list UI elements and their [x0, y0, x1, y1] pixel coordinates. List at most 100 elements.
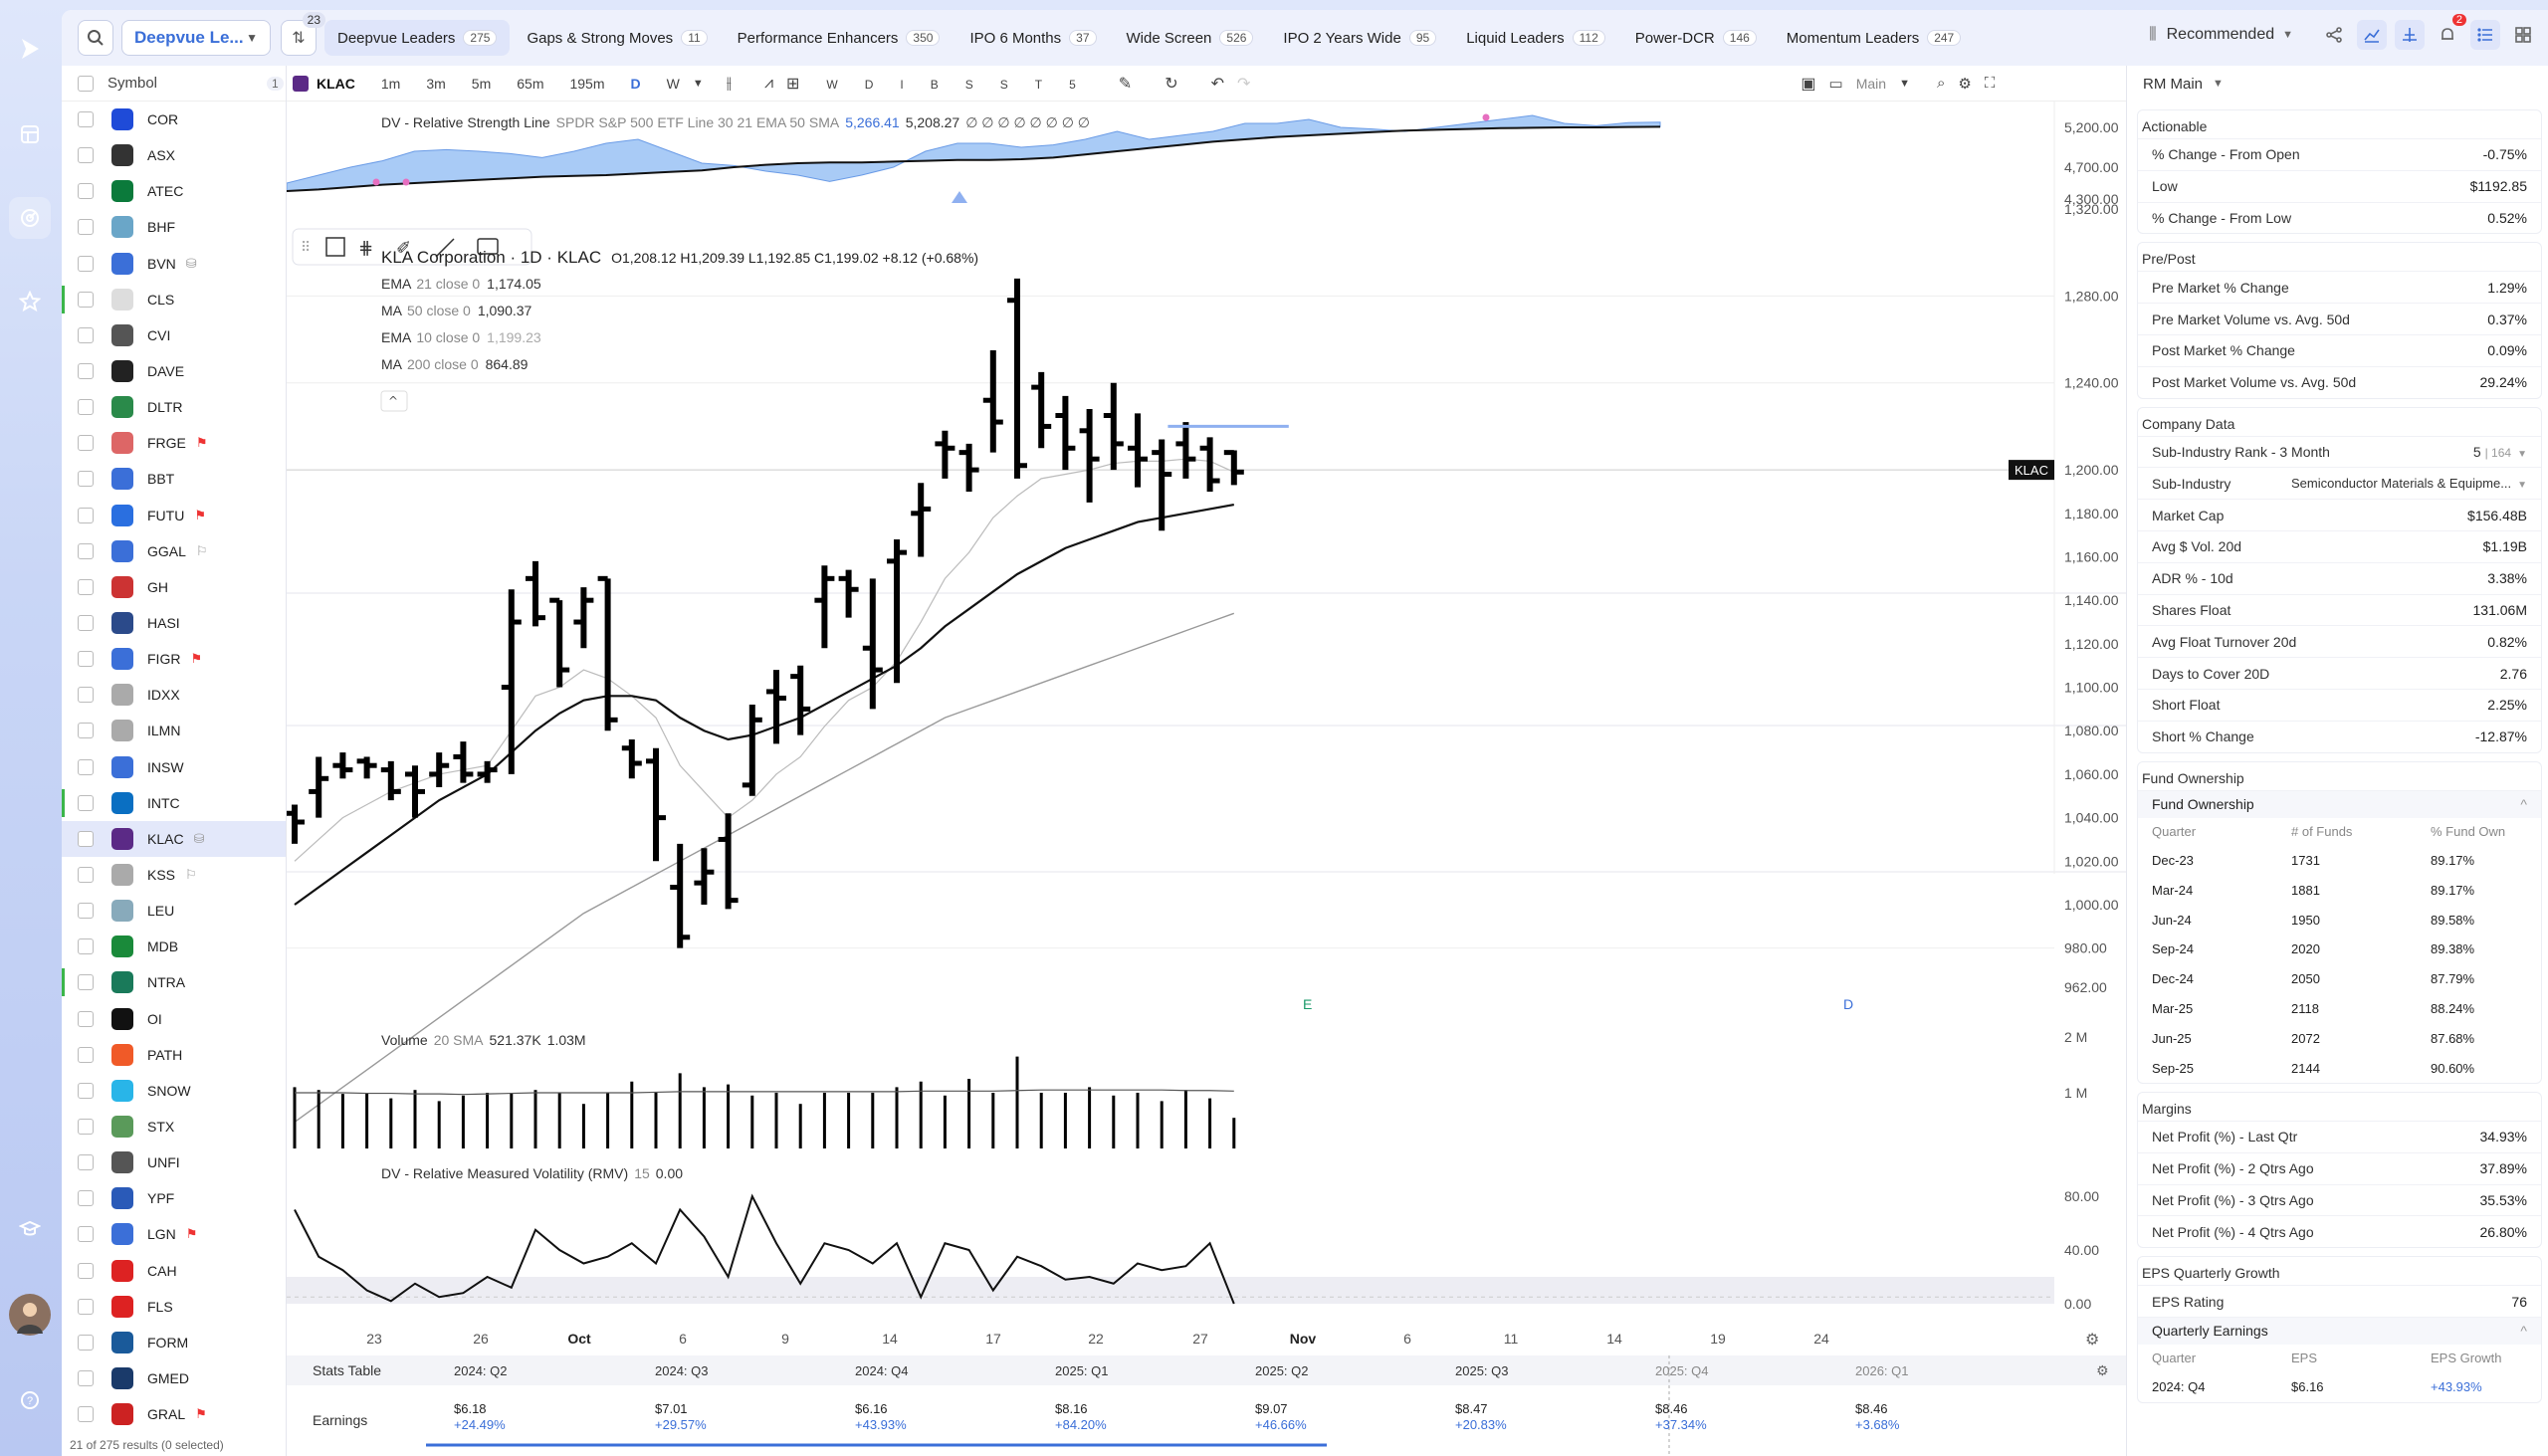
ohlc-bar[interactable] — [573, 587, 594, 649]
row-checkbox[interactable] — [78, 1226, 94, 1243]
symbol-row-form[interactable]: FORM — [62, 1325, 286, 1360]
row-checkbox[interactable] — [78, 687, 94, 704]
ohlc-bar[interactable] — [718, 813, 739, 910]
row-checkbox[interactable] — [78, 1010, 94, 1027]
symbol-row-ypf[interactable]: YPF — [62, 1180, 286, 1216]
refresh-icon[interactable]: ↻ — [1165, 75, 1178, 93]
row-checkbox[interactable] — [78, 578, 94, 595]
ohlc-bar[interactable] — [862, 578, 883, 710]
tab-ipo-2-years-wide[interactable]: IPO 2 Years Wide 95 — [1270, 20, 1449, 56]
row-checkbox[interactable] — [78, 974, 94, 991]
symbol-row-path[interactable]: PATH — [62, 1037, 286, 1073]
symbol-row-figr[interactable]: FIGR ⚑ — [62, 641, 286, 677]
ohlc-bar[interactable] — [453, 741, 474, 783]
ohlc-bar[interactable] — [911, 483, 932, 557]
flag-icon[interactable]: ⚑ — [195, 1406, 207, 1422]
symbol-row-bhf[interactable]: BHF — [62, 209, 286, 245]
row-checkbox[interactable] — [78, 1406, 94, 1423]
symbol-row-futu[interactable]: FUTU ⚑ — [62, 498, 286, 533]
redo-icon[interactable]: ↷ — [1237, 75, 1251, 93]
row-checkbox[interactable] — [78, 830, 94, 847]
row-checkbox[interactable] — [78, 326, 94, 343]
ohlc-bar[interactable] — [694, 848, 715, 905]
collapse-legend-button[interactable] — [380, 390, 408, 412]
interval-195m[interactable]: 195m — [569, 75, 605, 92]
help-icon[interactable]: ? — [9, 1379, 51, 1421]
symbol-row-kss[interactable]: KSS ⚐ — [62, 857, 286, 893]
settings-icon[interactable]: ⚙ — [1958, 75, 1972, 93]
row-checkbox[interactable] — [78, 1119, 94, 1135]
brush-tool-icon[interactable]: ✐ — [396, 238, 411, 259]
trendline-tool-icon[interactable] — [435, 238, 455, 258]
ohlc-bar[interactable] — [309, 756, 329, 818]
ohlc-bar[interactable] — [380, 760, 401, 801]
symbol-row-intc[interactable]: INTC — [62, 785, 286, 821]
row-checkbox[interactable] — [78, 758, 94, 775]
symbol-row-asx[interactable]: ASX — [62, 137, 286, 173]
select-all-checkbox[interactable] — [78, 75, 94, 92]
tab-liquid-leaders[interactable]: Liquid Leaders 112 — [1453, 20, 1618, 56]
symbol-row-klac[interactable]: KLAC ⛁ — [62, 820, 286, 857]
period-5[interactable]: S — [999, 77, 1008, 92]
grid-view-icon[interactable] — [2508, 20, 2538, 50]
symbol-row-lgn[interactable]: LGN ⚑ — [62, 1216, 286, 1252]
split-view-icon[interactable] — [2395, 20, 2425, 50]
bell-icon[interactable]: 2 — [2433, 14, 2466, 50]
list-view-icon[interactable] — [2470, 20, 2500, 50]
flag-icon[interactable]: ⚑ — [195, 435, 208, 451]
symbol-row-gh[interactable]: GH — [62, 569, 286, 605]
quarterly-earnings-toggle[interactable]: Quarterly Earnings ^ — [2138, 1316, 2541, 1345]
symbol-row-frge[interactable]: FRGE ⚑ — [62, 425, 286, 461]
symbol-row-dave[interactable]: DAVE — [62, 353, 286, 389]
symbol-row-mdb[interactable]: MDB — [62, 929, 286, 964]
symbol-row-ntra[interactable]: NTRA — [62, 964, 286, 1000]
symbol-row-cor[interactable]: COR — [62, 102, 286, 137]
ohlc-bar[interactable] — [790, 665, 811, 735]
interval-W[interactable]: W — [666, 75, 680, 92]
earnings-event-marker[interactable]: E — [1303, 996, 1312, 1012]
recommended-button[interactable]: ⫼ Recommended ▼ — [2149, 26, 2293, 44]
tab-momentum-leaders[interactable]: Momentum Leaders 247 — [1774, 20, 1974, 56]
row-checkbox[interactable] — [78, 363, 94, 380]
row-checkbox[interactable] — [78, 219, 94, 236]
fund-ownership-toggle[interactable]: Fund Ownership ^ — [2138, 789, 2541, 818]
interval-5m[interactable]: 5m — [471, 75, 492, 92]
row-checkbox[interactable] — [78, 147, 94, 164]
ohlc-bar[interactable] — [356, 756, 377, 779]
symbol-row-insw[interactable]: INSW — [62, 749, 286, 785]
line-chart-icon[interactable]: ⩘ — [763, 74, 773, 92]
symbol-row-bbt[interactable]: BBT — [62, 461, 286, 497]
layout-name[interactable]: Main — [1855, 75, 1887, 92]
chart-ticker[interactable]: KLAC — [317, 75, 355, 92]
study-legend-1[interactable]: MA 50 close 0 1,090.37 — [381, 303, 532, 318]
row-checkbox[interactable] — [78, 183, 94, 200]
row-checkbox[interactable] — [78, 435, 94, 452]
symbol-row-gral[interactable]: GRAL ⚑ — [62, 1396, 286, 1432]
period-3[interactable]: B — [930, 77, 939, 92]
chart-view-icon[interactable] — [2357, 20, 2387, 50]
row-checkbox[interactable] — [78, 1190, 94, 1207]
drag-handle-icon[interactable]: ⠿ — [301, 240, 311, 256]
ohlc-bar[interactable] — [1103, 382, 1124, 471]
row-checkbox[interactable] — [78, 867, 94, 884]
graduation-cap-icon[interactable] — [9, 1208, 51, 1250]
row-checkbox[interactable] — [78, 1046, 94, 1063]
row-checkbox[interactable] — [78, 1154, 94, 1171]
symbol-row-unfi[interactable]: UNFI — [62, 1144, 286, 1180]
indicators-icon[interactable]: ⫲ — [726, 74, 732, 92]
row-checkbox[interactable] — [78, 1262, 94, 1279]
symbol-row-stx[interactable]: STX — [62, 1109, 286, 1144]
symbol-row-oi[interactable]: OI — [62, 1001, 286, 1037]
row-checkbox[interactable] — [78, 542, 94, 559]
ohlc-bar[interactable] — [1007, 278, 1027, 479]
row-checkbox[interactable] — [78, 1298, 94, 1315]
comment-tool-icon[interactable] — [477, 238, 499, 255]
symbol-row-dltr[interactable]: DLTR — [62, 389, 286, 425]
ohlc-bar[interactable] — [935, 430, 956, 479]
ohlc-bar[interactable] — [1031, 371, 1052, 449]
panel-layout-selector[interactable]: RM Main ▼ — [2127, 66, 2548, 102]
row-checkbox[interactable] — [78, 794, 94, 811]
ohlc-bar[interactable] — [1055, 395, 1076, 471]
tab-performance-enhancers[interactable]: Performance Enhancers 350 — [725, 20, 954, 56]
templates-icon[interactable]: ⊞ — [785, 75, 800, 93]
